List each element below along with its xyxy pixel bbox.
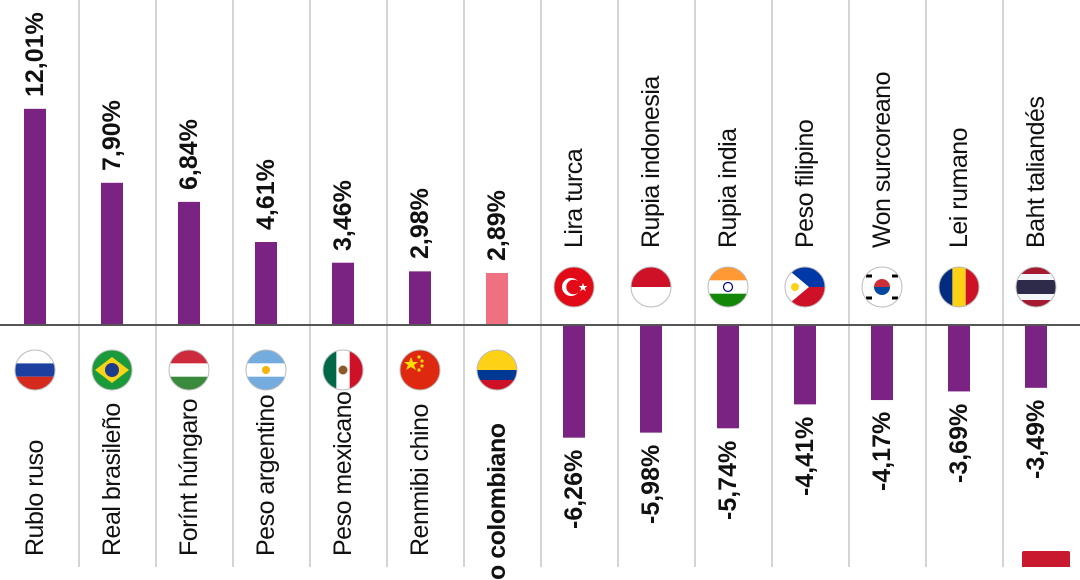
- bar-10: [717, 325, 739, 428]
- bar-5: [332, 263, 354, 325]
- bar-8: [563, 325, 585, 438]
- south-korea-flag-icon: [862, 267, 902, 307]
- category-label: Rupia indonesia: [639, 76, 664, 248]
- value-label: 2,98%: [408, 188, 433, 259]
- value-label: -4,41%: [793, 416, 818, 495]
- bar-3: [178, 202, 200, 325]
- brazil-flag-icon: [92, 350, 132, 390]
- bar-4: [255, 242, 277, 325]
- value-label: -3,69%: [947, 403, 972, 482]
- value-label: 7,90%: [100, 100, 125, 171]
- corner-mark: [1022, 551, 1070, 567]
- value-label: -6,26%: [562, 450, 587, 529]
- russia-flag-icon: [15, 350, 55, 390]
- category-label: Rupia india: [716, 128, 741, 248]
- value-label: -4,17%: [870, 412, 895, 491]
- value-label: -5,98%: [639, 445, 664, 524]
- category-label: Peso argentino: [254, 395, 279, 556]
- value-label: 4,61%: [254, 159, 279, 230]
- value-label: 6,84%: [177, 119, 202, 190]
- bar-11: [794, 325, 816, 404]
- category-label: Lei rumano: [947, 128, 972, 248]
- romania-flag-icon: [939, 267, 979, 307]
- colombia-flag-icon: [477, 350, 517, 390]
- bar-6: [409, 271, 431, 325]
- thailand-flag-icon: [1016, 267, 1056, 307]
- category-label: Real brasileño: [100, 403, 125, 556]
- value-label: 12,01%: [23, 12, 48, 97]
- bar-1: [24, 109, 46, 325]
- mexico-flag-icon: [323, 350, 363, 390]
- argentina-flag-icon: [246, 350, 286, 390]
- bar-7: [486, 273, 508, 325]
- india-flag-icon: [708, 267, 748, 307]
- category-label: Baht taliandés: [1024, 97, 1049, 248]
- value-label: 3,46%: [331, 180, 356, 251]
- category-label: o colombiano: [485, 424, 510, 580]
- category-label: Lira turca: [562, 149, 587, 248]
- turkey-flag-icon: [554, 267, 594, 307]
- value-label: 2,89%: [485, 190, 510, 261]
- category-label: Peso filipino: [793, 120, 818, 248]
- philippines-flag-icon: [785, 267, 825, 307]
- bar-12: [871, 325, 893, 400]
- indonesia-flag-icon: [631, 267, 671, 307]
- category-label: Rublo ruso: [23, 440, 48, 556]
- bar-2: [101, 183, 123, 325]
- currency-bar-chart: [0, 0, 1080, 567]
- bar-9: [640, 325, 662, 433]
- category-label: Won surcoreano: [870, 72, 895, 248]
- value-label: -3,49%: [1024, 400, 1049, 479]
- hungary-flag-icon: [169, 350, 209, 390]
- category-label: Peso mexicano: [331, 392, 356, 556]
- value-label: -5,74%: [716, 440, 741, 519]
- china-flag-icon: [400, 350, 440, 390]
- bar-13: [948, 325, 970, 391]
- category-label: Renmibi chino: [408, 404, 433, 556]
- bar-14: [1025, 325, 1047, 388]
- category-label: Forínt húngaro: [177, 399, 202, 556]
